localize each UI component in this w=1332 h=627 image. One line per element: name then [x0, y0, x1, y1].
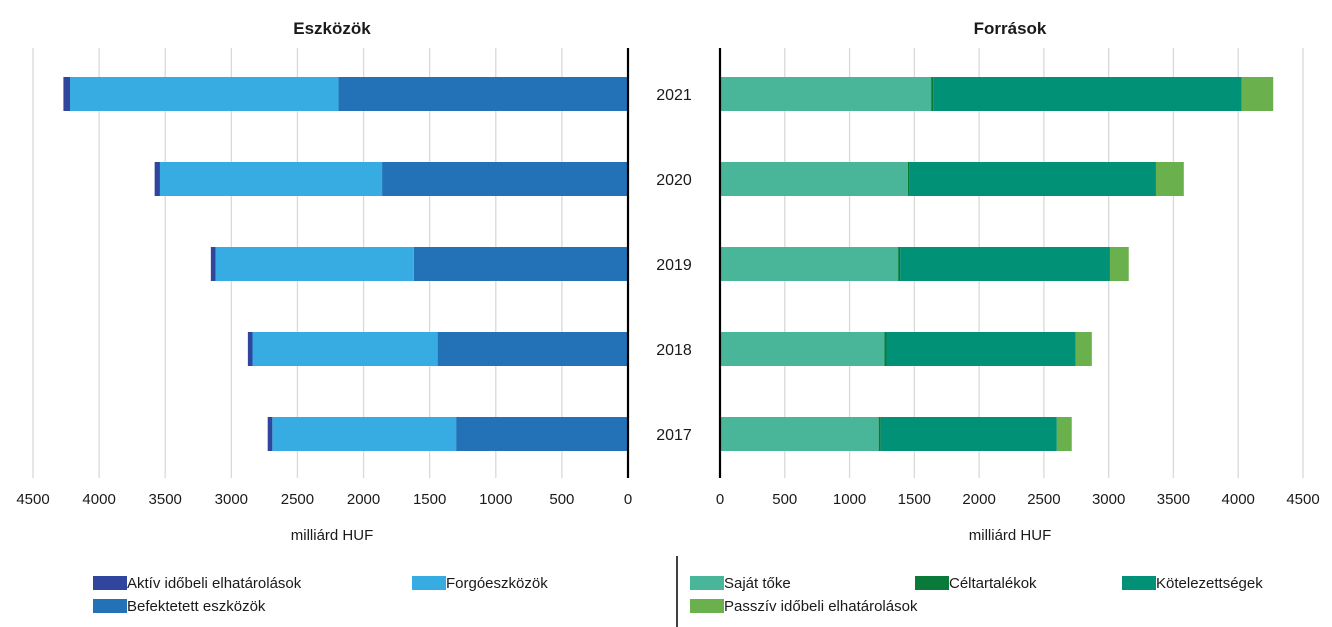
panel-left: Eszközök 4500 4000 3500 3000 2500 2000 1500 1000… [16, 19, 632, 544]
x-tick-label: 1000 [833, 491, 866, 508]
bar-segment [720, 77, 932, 111]
bar-segment [884, 332, 887, 366]
x-tick-label: 1000 [479, 491, 512, 508]
category-label: 2018 [656, 342, 692, 359]
x-tick-label: 4000 [1222, 491, 1255, 508]
bar-segment [338, 77, 628, 111]
bar-segment [159, 162, 383, 196]
x-tick-label: 1500 [413, 491, 446, 508]
legend-item: Passzív időbeli elhatárolások [690, 598, 918, 615]
bar-segment [215, 247, 414, 281]
bar-segment [931, 77, 934, 111]
x-tick-label: 2500 [1027, 491, 1060, 508]
bar-segment [267, 417, 273, 451]
bar-segment [907, 162, 910, 196]
category-label: 2017 [656, 427, 692, 444]
bar-segment [456, 417, 628, 451]
x-tick-label: 2000 [962, 491, 995, 508]
bar-segment [437, 332, 628, 366]
legend-item: Forgóeszközök [412, 575, 548, 592]
x-tick-label: 3000 [215, 491, 248, 508]
bar-segment [1155, 162, 1184, 196]
x-tick-label: 4000 [82, 491, 115, 508]
x-tick-label: 2500 [281, 491, 314, 508]
bar-segment [880, 417, 1057, 451]
chart-title-left: Eszközök [293, 19, 371, 38]
legend-label: Céltartalékok [949, 575, 1037, 592]
bar-segment [1056, 417, 1072, 451]
legend-swatch [690, 599, 724, 613]
legend-label: Befektetett eszközök [127, 598, 266, 615]
legend-label: Passzív időbeli elhatárolások [724, 598, 918, 615]
bar-segment [1075, 332, 1092, 366]
legend-item: Aktív időbeli elhatárolások [93, 575, 302, 592]
category-label: 2019 [656, 257, 692, 274]
x-tick-label: 3500 [149, 491, 182, 508]
bar-segment [878, 417, 881, 451]
x-tick-label: 4500 [1286, 491, 1319, 508]
bar-segment [382, 162, 628, 196]
x-tick-label: 1500 [898, 491, 931, 508]
chart-title-right: Források [974, 19, 1047, 38]
x-tick-label: 3000 [1092, 491, 1125, 508]
bar-segment [247, 332, 253, 366]
x-tick-label: 500 [549, 491, 574, 508]
legend-item: Kötelezettségek [1122, 575, 1263, 592]
legend-swatch [1122, 576, 1156, 590]
bar-segment [272, 417, 457, 451]
legend-swatch [93, 576, 127, 590]
panel-right: Források 0 500 1000 1500 2000 2500 3000 3500 4000… [716, 19, 1320, 544]
bar-segment [909, 162, 1156, 196]
bar-segment [933, 77, 1242, 111]
legend-item: Saját tőke [690, 575, 791, 592]
category-label: 2021 [656, 87, 692, 104]
legend-item: Befektetett eszközök [93, 598, 266, 615]
x-tick-label: 500 [772, 491, 797, 508]
legend-swatch [690, 576, 724, 590]
bar-segment [210, 247, 216, 281]
x-tick-label: 0 [624, 491, 632, 508]
legend-item: Céltartalékok [915, 575, 1037, 592]
legend-label: Saját tőke [724, 575, 791, 592]
bar-segment [413, 247, 628, 281]
bar-segment [898, 247, 901, 281]
legend-swatch [93, 599, 127, 613]
bar-segment [720, 417, 879, 451]
legend-label: Kötelezettségek [1156, 575, 1263, 592]
legend-label: Forgóeszközök [446, 575, 548, 592]
legend-swatch [412, 576, 446, 590]
legend-label: Aktív időbeli elhatárolások [127, 575, 302, 592]
bar-segment [63, 77, 71, 111]
bar-segment [252, 332, 438, 366]
bar-segment [720, 332, 885, 366]
category-label: 2020 [656, 172, 692, 189]
x-axis-label-left: milliárd HUF [291, 527, 374, 544]
bar-segment [1241, 77, 1274, 111]
x-tick-label: 4500 [16, 491, 49, 508]
x-tick-label: 3500 [1157, 491, 1190, 508]
bar-segment [154, 162, 160, 196]
x-tick-label: 0 [716, 491, 724, 508]
bar-segment [720, 162, 908, 196]
bar-segment [900, 247, 1110, 281]
bar-segment [1109, 247, 1129, 281]
x-tick-label: 2000 [347, 491, 380, 508]
bar-segment [70, 77, 339, 111]
bar-segment [886, 332, 1076, 366]
legend-swatch [915, 576, 949, 590]
bar-segment [720, 247, 899, 281]
x-axis-label-right: milliárd HUF [969, 527, 1052, 544]
